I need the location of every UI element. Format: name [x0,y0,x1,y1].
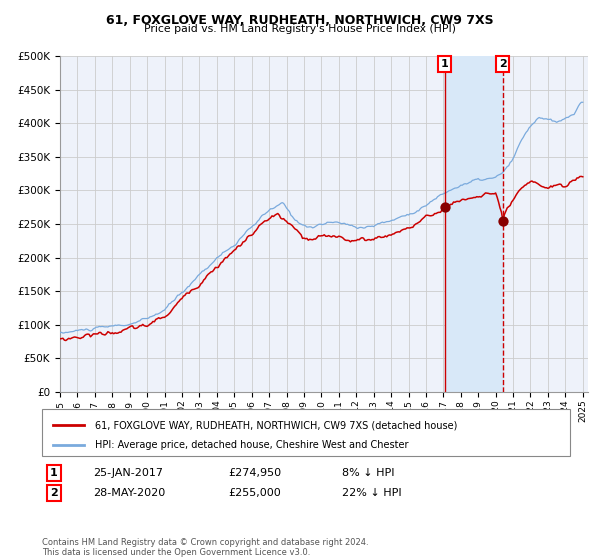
Point [498,216,508,225]
Text: 22% ↓ HPI: 22% ↓ HPI [342,488,401,498]
Text: 61, FOXGLOVE WAY, RUDHEATH, NORTHWICH, CW9 7XS: 61, FOXGLOVE WAY, RUDHEATH, NORTHWICH, C… [106,14,494,27]
Text: 28-MAY-2020: 28-MAY-2020 [93,488,165,498]
Text: 1: 1 [50,468,58,478]
Text: £255,000: £255,000 [228,488,281,498]
Text: 1: 1 [441,59,448,69]
Text: Contains HM Land Registry data © Crown copyright and database right 2024.
This d: Contains HM Land Registry data © Crown c… [42,538,368,557]
Text: 2: 2 [50,488,58,498]
Point [440,203,449,212]
Bar [445,56,503,392]
Text: £274,950: £274,950 [228,468,281,478]
Text: 2: 2 [499,59,506,69]
Text: 61, FOXGLOVE WAY, RUDHEATH, NORTHWICH, CW9 7XS (detached house): 61, FOXGLOVE WAY, RUDHEATH, NORTHWICH, C… [95,421,457,431]
Text: Price paid vs. HM Land Registry's House Price Index (HPI): Price paid vs. HM Land Registry's House … [144,24,456,34]
FancyBboxPatch shape [42,409,570,456]
Text: 8% ↓ HPI: 8% ↓ HPI [342,468,395,478]
Text: 25-JAN-2017: 25-JAN-2017 [93,468,163,478]
Text: HPI: Average price, detached house, Cheshire West and Chester: HPI: Average price, detached house, Ches… [95,440,409,450]
